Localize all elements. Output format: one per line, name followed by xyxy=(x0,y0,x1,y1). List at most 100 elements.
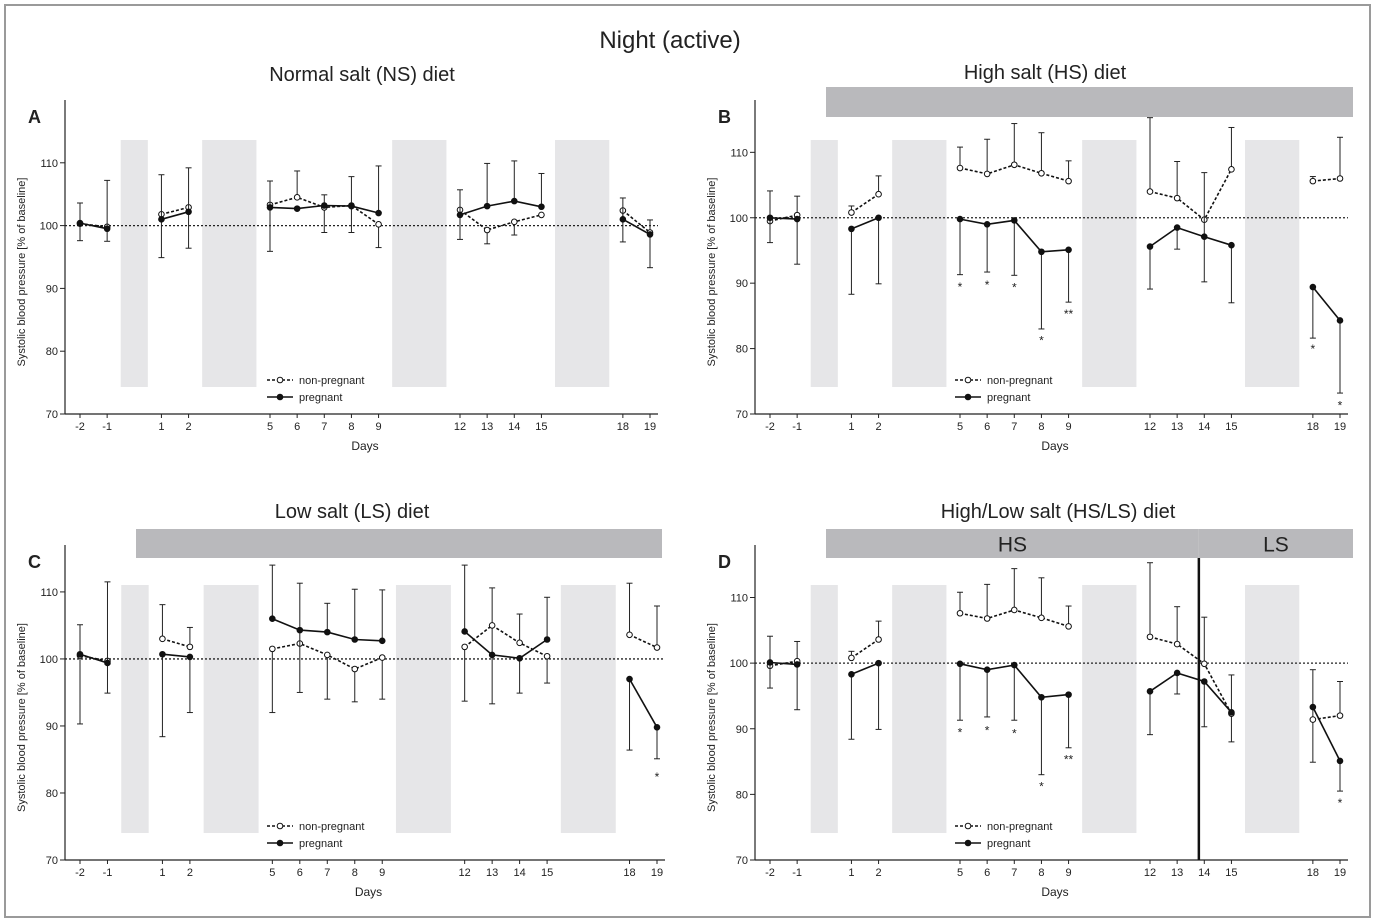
shaded-band xyxy=(892,140,947,387)
diet-bar-segment xyxy=(826,529,1199,558)
shaded-band xyxy=(810,140,838,387)
x-tick-label: 14 xyxy=(513,867,525,879)
data-point xyxy=(158,216,165,223)
x-tick-label: 8 xyxy=(352,867,358,879)
significance-marker: * xyxy=(985,724,990,738)
shaded-band xyxy=(1082,585,1137,833)
x-tick-label: -1 xyxy=(103,867,113,879)
x-axis-label: Days xyxy=(355,885,382,899)
data-point xyxy=(293,194,301,201)
panel-letter: D xyxy=(718,552,731,572)
y-tick-label: 110 xyxy=(40,587,58,599)
series-line xyxy=(851,217,879,230)
x-tick-label: 9 xyxy=(1066,421,1072,433)
x-axis-label: Days xyxy=(351,439,378,453)
data-point xyxy=(626,631,633,639)
data-point xyxy=(619,216,627,223)
data-point xyxy=(1065,177,1072,185)
data-point xyxy=(348,202,355,210)
shaded-band xyxy=(392,140,447,387)
series-pregnant xyxy=(766,172,1344,394)
data-point xyxy=(1038,248,1045,256)
diet-bar-segment xyxy=(1198,529,1353,558)
data-point xyxy=(1038,169,1045,177)
series-line xyxy=(769,660,798,667)
data-point xyxy=(543,636,551,643)
series-line xyxy=(622,218,651,236)
y-tick-label: 70 xyxy=(736,409,748,421)
data-point xyxy=(1038,614,1045,622)
data-point xyxy=(516,654,523,662)
y-tick-label: 90 xyxy=(736,724,748,736)
series-line xyxy=(79,222,108,230)
y-tick-label: 70 xyxy=(46,409,58,421)
data-point xyxy=(1146,188,1154,195)
x-tick-label: 7 xyxy=(1011,421,1017,433)
significance-marker: ** xyxy=(1064,753,1074,767)
series-non-pregnant xyxy=(76,582,661,725)
x-tick-label: 13 xyxy=(1171,421,1183,433)
x-tick-label: 18 xyxy=(1307,867,1319,879)
data-point xyxy=(1200,660,1208,668)
series-line xyxy=(851,662,879,676)
x-tick-label: 7 xyxy=(1011,867,1017,879)
data-point xyxy=(104,659,111,667)
data-point xyxy=(159,650,166,658)
legend-label: pregnant xyxy=(299,838,342,850)
x-tick-label: 2 xyxy=(187,867,193,879)
legend-label: pregnant xyxy=(987,392,1030,404)
shaded-band xyxy=(121,585,149,833)
shaded-band xyxy=(1245,585,1300,833)
data-point xyxy=(1010,161,1018,169)
significance-marker: * xyxy=(1039,334,1044,348)
x-axis-label: Days xyxy=(1041,885,1068,899)
series-line xyxy=(1149,636,1233,715)
shaded-band xyxy=(1082,140,1137,387)
data-point xyxy=(1065,691,1072,698)
x-tick-label: -2 xyxy=(765,867,775,879)
x-tick-label: 14 xyxy=(508,421,520,433)
data-point xyxy=(983,615,991,622)
x-axis-label: Days xyxy=(1041,439,1068,453)
data-point xyxy=(766,214,774,222)
legend-marker xyxy=(276,376,284,384)
significance-marker: * xyxy=(1012,726,1017,740)
data-point xyxy=(1336,712,1344,719)
data-point xyxy=(76,650,84,658)
significance-marker: * xyxy=(1311,342,1316,356)
y-tick-label: 80 xyxy=(46,788,58,800)
diet-bar-label: LS xyxy=(1263,534,1289,557)
x-tick-label: -1 xyxy=(792,867,802,879)
data-point xyxy=(1146,243,1154,250)
data-point xyxy=(875,190,882,198)
x-tick-label: 8 xyxy=(1038,867,1044,879)
data-point xyxy=(848,654,855,662)
data-point xyxy=(875,636,882,643)
x-tick-label: -2 xyxy=(75,867,85,879)
significance-marker: * xyxy=(958,726,963,740)
x-tick-label: 5 xyxy=(957,421,963,433)
x-tick-label: 18 xyxy=(1307,421,1319,433)
y-axis-label: Systolic blood pressure [% of baseline] xyxy=(706,178,718,367)
x-tick-label: 8 xyxy=(1038,421,1044,433)
diet-bar xyxy=(136,529,662,558)
series-line xyxy=(79,653,108,664)
data-point xyxy=(956,215,964,223)
y-tick-label: 110 xyxy=(730,147,748,159)
y-axis-label: Systolic blood pressure [% of baseline] xyxy=(706,623,718,812)
y-tick-label: 110 xyxy=(40,158,58,170)
data-point xyxy=(1228,241,1235,249)
series-line xyxy=(162,653,190,658)
x-tick-label: 13 xyxy=(481,421,493,433)
data-point xyxy=(76,219,84,227)
data-point xyxy=(456,211,464,219)
data-point xyxy=(186,653,194,661)
x-tick-label: 18 xyxy=(623,867,635,879)
series-line xyxy=(79,222,108,228)
data-point xyxy=(185,208,192,216)
panel-title: Low salt (LS) diet xyxy=(275,501,430,523)
legend-label: pregnant xyxy=(299,392,342,404)
data-point xyxy=(1038,693,1045,701)
data-point xyxy=(653,644,661,651)
